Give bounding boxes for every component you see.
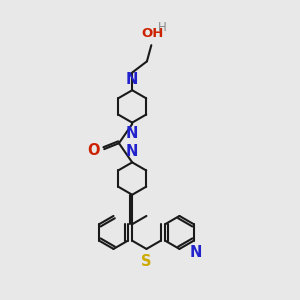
Text: N: N xyxy=(126,72,138,87)
Text: N: N xyxy=(126,144,138,159)
Text: N: N xyxy=(126,126,138,141)
Text: S: S xyxy=(141,254,152,269)
Text: O: O xyxy=(87,143,100,158)
Text: H: H xyxy=(158,21,167,34)
Text: N: N xyxy=(190,245,202,260)
Text: OH: OH xyxy=(142,27,164,40)
